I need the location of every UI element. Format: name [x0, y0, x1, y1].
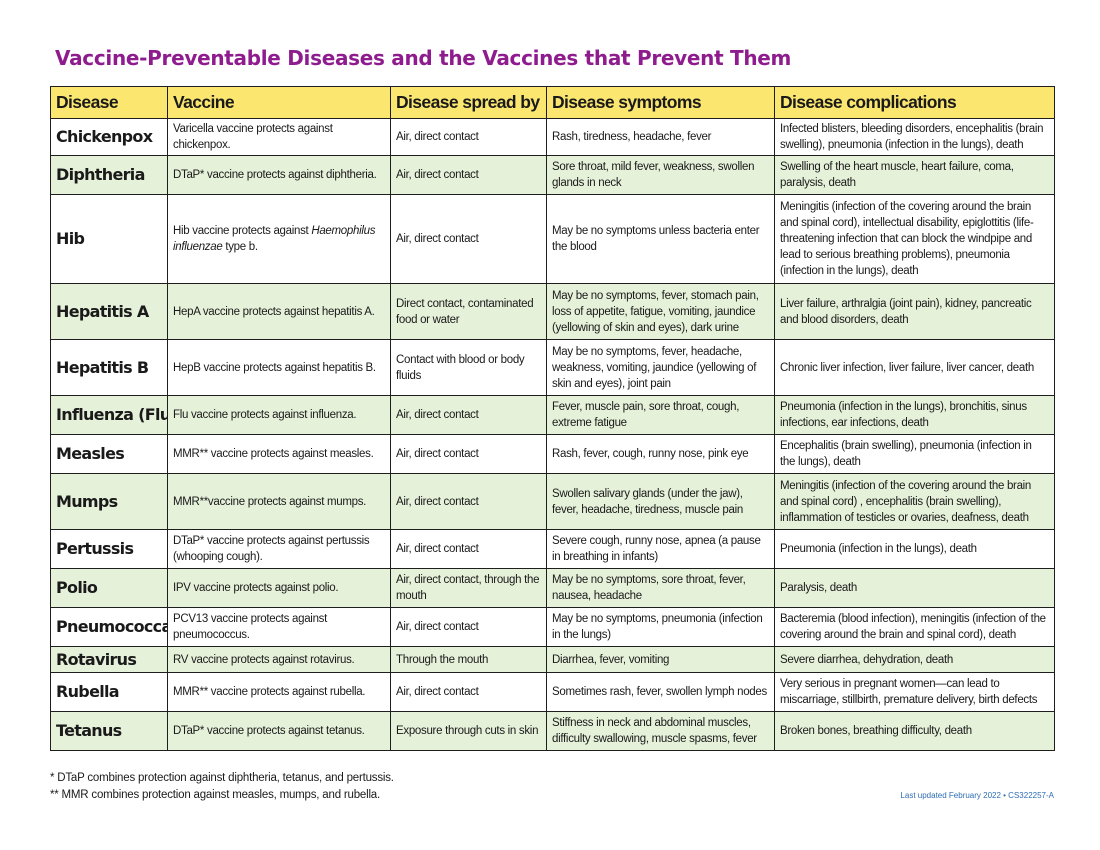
symptoms-cell: Diarrhea, fever, vomiting	[546, 646, 775, 673]
column-header-vaccine: Vaccine	[167, 86, 391, 119]
disease-name: Rotavirus	[50, 646, 168, 673]
vaccine-cell: PCV13 vaccine protects against pneumococ…	[167, 607, 391, 647]
symptoms-cell: May be no symptoms, pneumonia (infection…	[546, 607, 775, 647]
symptoms-cell: Severe cough, runny nose, apnea (a pause…	[546, 529, 775, 569]
symptoms-cell: Sometimes rash, fever, swollen lymph nod…	[546, 672, 775, 712]
footnotes: * DTaP combines protection against dipht…	[50, 770, 394, 804]
spread-cell: Air, direct contact	[390, 672, 547, 712]
table-row: Polio IPV vaccine protects against polio…	[50, 568, 1055, 608]
last-updated-note: Last updated February 2022 • CS322257-A	[900, 791, 1054, 800]
column-header-symptoms: Disease symptoms	[546, 86, 775, 119]
vaccine-cell: Flu vaccine protects against influenza.	[167, 395, 391, 435]
disease-name: Hepatitis A	[50, 283, 168, 340]
column-header-complications: Disease complications	[774, 86, 1055, 119]
symptoms-cell: May be no symptoms, fever, headache, wea…	[546, 339, 775, 396]
symptoms-cell: May be no symptoms unless bacteria enter…	[546, 194, 775, 284]
symptoms-cell: Sore throat, mild fever, weakness, swoll…	[546, 155, 775, 195]
complications-cell: Severe diarrhea, dehydration, death	[774, 646, 1055, 673]
vaccine-cell: MMR** vaccine protects against rubella.	[167, 672, 391, 712]
footnote-mmr: ** MMR combines protection against measl…	[50, 789, 380, 801]
table-header-row: Disease Vaccine Disease spread by Diseas…	[50, 86, 1055, 119]
vaccine-text-italic: Haemophilus influenzae	[173, 225, 376, 253]
disease-name: Mumps	[50, 473, 168, 530]
complications-cell: Encephalitis (brain swelling), pneumonia…	[774, 434, 1055, 474]
disease-name: Diphtheria	[50, 155, 168, 195]
complications-cell: Meningitis (infection of the covering ar…	[774, 194, 1055, 284]
vaccine-table: Disease Vaccine Disease spread by Diseas…	[50, 86, 1055, 751]
complications-cell: Meningitis (infection of the covering ar…	[774, 473, 1055, 530]
disease-name: Chickenpox	[50, 118, 168, 156]
complications-cell: Paralysis, death	[774, 568, 1055, 608]
complications-cell: Swelling of the heart muscle, heart fail…	[774, 155, 1055, 195]
symptoms-cell: Swollen salivary glands (under the jaw),…	[546, 473, 775, 530]
complications-cell: Liver failure, arthralgia (joint pain), …	[774, 283, 1055, 340]
table-row: Tetanus DTaP* vaccine protects against t…	[50, 711, 1055, 751]
vaccine-cell: RV vaccine protects against rotavirus.	[167, 646, 391, 673]
complications-cell: Broken bones, breathing difficulty, deat…	[774, 711, 1055, 751]
table-row: Hib Hib vaccine protects against Haemoph…	[50, 194, 1055, 284]
vaccine-cell: IPV vaccine protects against polio.	[167, 568, 391, 608]
disease-name: Pertussis	[50, 529, 168, 569]
vaccine-cell: DTaP* vaccine protects against tetanus.	[167, 711, 391, 751]
column-header-spread: Disease spread by	[390, 86, 547, 119]
table-row: Mumps MMR**vaccine protects against mump…	[50, 473, 1055, 530]
symptoms-cell: Rash, fever, cough, runny nose, pink eye	[546, 434, 775, 474]
disease-name: Polio	[50, 568, 168, 608]
vaccine-cell: Hib vaccine protects against Haemophilus…	[167, 194, 391, 284]
symptoms-cell: Stiffness in neck and abdominal muscles,…	[546, 711, 775, 751]
table-row: Pertussis DTaP* vaccine protects against…	[50, 529, 1055, 569]
vaccine-cell: MMR**vaccine protects against mumps.	[167, 473, 391, 530]
spread-cell: Through the mouth	[390, 646, 547, 673]
spread-cell: Air, direct contact	[390, 155, 547, 195]
spread-cell: Exposure through cuts in skin	[390, 711, 547, 751]
page-title: Vaccine-Preventable Diseases and the Vac…	[55, 46, 792, 70]
complications-cell: Chronic liver infection, liver failure, …	[774, 339, 1055, 396]
spread-cell: Air, direct contact, through the mouth	[390, 568, 547, 608]
spread-cell: Air, direct contact	[390, 607, 547, 647]
vaccine-text-pre: Hib vaccine protects against	[173, 225, 312, 237]
complications-cell: Pneumonia (infection in the lungs), bron…	[774, 395, 1055, 435]
vaccine-cell: HepA vaccine protects against hepatitis …	[167, 283, 391, 340]
spread-cell: Air, direct contact	[390, 395, 547, 435]
table-row: Influenza (Flu) Flu vaccine protects aga…	[50, 395, 1055, 435]
complications-cell: Bacteremia (blood infection), meningitis…	[774, 607, 1055, 647]
table-row: Chickenpox Varicella vaccine protects ag…	[50, 118, 1055, 156]
footnote-dtap: * DTaP combines protection against dipht…	[50, 772, 394, 784]
spread-cell: Air, direct contact	[390, 473, 547, 530]
spread-cell: Air, direct contact	[390, 434, 547, 474]
spread-cell: Air, direct contact	[390, 529, 547, 569]
spread-cell: Contact with blood or body fluids	[390, 339, 547, 396]
table-row: Rotavirus RV vaccine protects against ro…	[50, 646, 1055, 673]
symptoms-cell: May be no symptoms, sore throat, fever, …	[546, 568, 775, 608]
symptoms-cell: Rash, tiredness, headache, fever	[546, 118, 775, 156]
table-row: Measles MMR** vaccine protects against m…	[50, 434, 1055, 474]
table-row: Rubella MMR** vaccine protects against r…	[50, 672, 1055, 712]
vaccine-cell: HepB vaccine protects against hepatitis …	[167, 339, 391, 396]
symptoms-cell: Fever, muscle pain, sore throat, cough, …	[546, 395, 775, 435]
table-row: Pneumococcal PCV13 vaccine protects agai…	[50, 607, 1055, 647]
complications-cell: Pneumonia (infection in the lungs), deat…	[774, 529, 1055, 569]
disease-name: Hib	[50, 194, 168, 284]
spread-cell: Air, direct contact	[390, 194, 547, 284]
vaccine-cell: Varicella vaccine protects against chick…	[167, 118, 391, 156]
column-header-disease: Disease	[50, 86, 168, 119]
disease-name: Influenza (Flu)	[50, 395, 168, 435]
table-row: Diphtheria DTaP* vaccine protects agains…	[50, 155, 1055, 195]
disease-name: Rubella	[50, 672, 168, 712]
table-row: Hepatitis A HepA vaccine protects agains…	[50, 283, 1055, 340]
vaccine-cell: DTaP* vaccine protects against diphtheri…	[167, 155, 391, 195]
disease-name: Hepatitis B	[50, 339, 168, 396]
complications-cell: Very serious in pregnant women—can lead …	[774, 672, 1055, 712]
complications-cell: Infected blisters, bleeding disorders, e…	[774, 118, 1055, 156]
table-row: Hepatitis B HepB vaccine protects agains…	[50, 339, 1055, 396]
vaccine-cell: DTaP* vaccine protects against pertussis…	[167, 529, 391, 569]
spread-cell: Direct contact, contaminated food or wat…	[390, 283, 547, 340]
symptoms-cell: May be no symptoms, fever, stomach pain,…	[546, 283, 775, 340]
vaccine-text-post: type b.	[222, 241, 258, 253]
disease-name: Pneumococcal	[50, 607, 168, 647]
disease-name: Measles	[50, 434, 168, 474]
disease-name: Tetanus	[50, 711, 168, 751]
spread-cell: Air, direct contact	[390, 118, 547, 156]
vaccine-cell: MMR** vaccine protects against measles.	[167, 434, 391, 474]
